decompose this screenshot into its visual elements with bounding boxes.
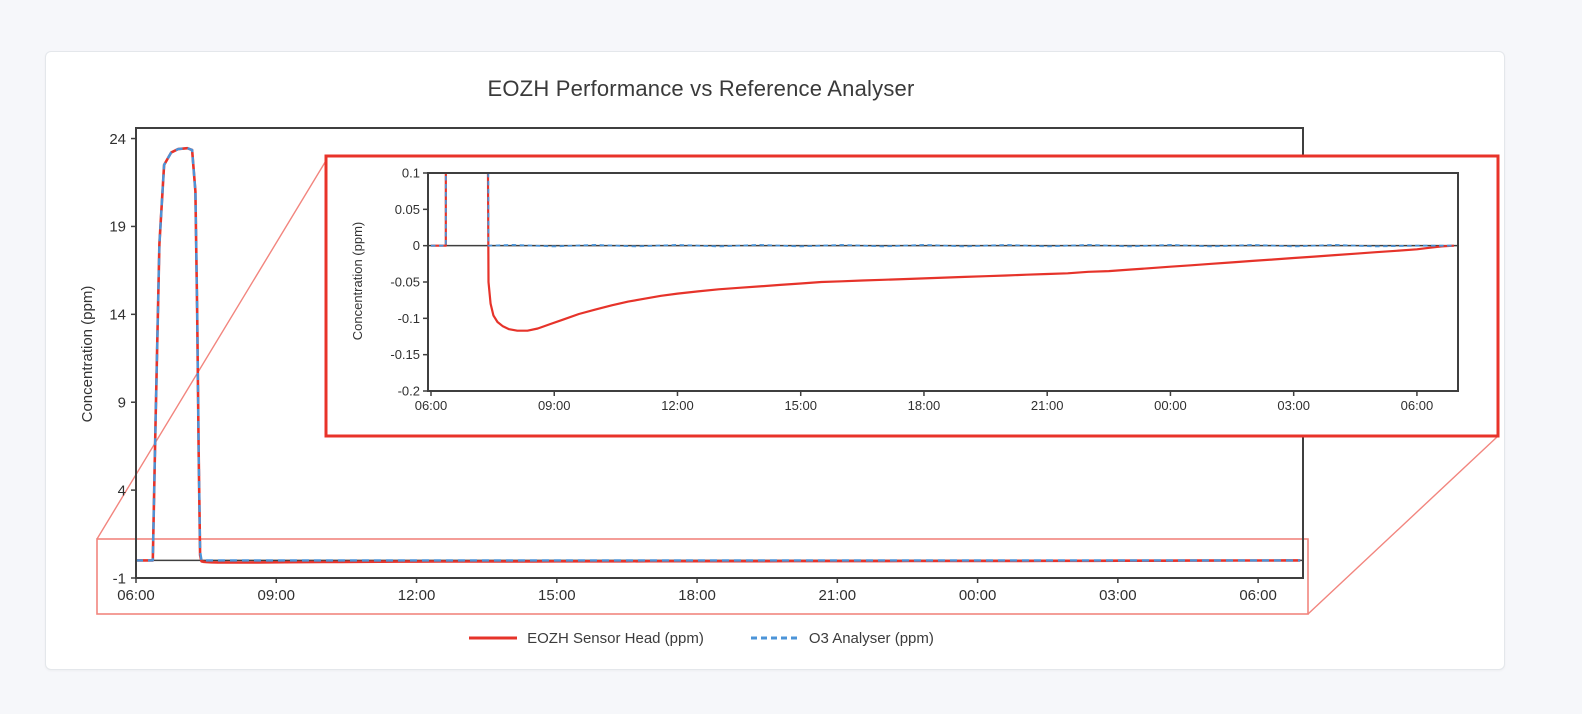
legend-label-o3: O3 Analyser (ppm) [808,629,934,647]
main-x-tick-label: 12:00 [398,587,436,604]
main-series-group [136,146,1301,564]
inset-x-tick-label: 06:00 [415,398,448,413]
red-solid-line-sample [469,636,518,640]
zoom-connector-left [96,158,328,540]
inset-x-tick-label: 12:00 [661,398,694,413]
main-x-tick-label: 21:00 [819,587,857,604]
inset-x-tick-label: 18:00 [908,398,941,413]
inset-series-group [431,173,1454,332]
main-x-tick-label: 09:00 [257,587,295,604]
inset-panel [324,154,1500,438]
legend-item-eozh: EOZH Sensor Head (ppm) [468,630,704,647]
zoom-source-rect [96,538,1309,615]
main-y-tick-label: 4 [118,482,126,499]
inset-y-tick-label: -0.05 [390,275,420,290]
main-x-tick-label: 06:00 [117,587,155,604]
inset-plot-group: 0.10.050-0.05-0.1-0.15-0.206:00 09:00 12:0… [390,166,1459,413]
chart-title: EOZH Performance vs Reference Analyser [487,76,915,101]
main-x-tick-label: 15:00 [538,587,576,604]
main-y-tick-label: -1 [113,570,126,587]
blue-dashed-line-sample [750,636,799,640]
main-y-tick-label: 9 [118,394,126,411]
legend-item-o3: O3 Analyser (ppm) [750,630,934,647]
inset-x-tick-label: 03:00 [1277,398,1310,413]
inset-y-axis-title: Concentration (ppm) [350,221,365,341]
main-y-tick-label: 24 [109,131,126,148]
legend-label-eozh: EOZH Sensor Head (ppm) [527,629,704,647]
inset-series-eozh-sensor [431,173,1454,332]
chart-legend: EOZH Sensor Head (ppm) O3 Analyser (ppm) [46,624,1356,652]
main-y-tick-label: 14 [109,307,126,324]
main-x-tick-label: 00:00 [959,587,997,604]
inset-y-tick-label: -0.1 [398,311,420,326]
figure-card: EOZH Performance vs Reference Analyser C… [45,51,1505,670]
inset-y-tick-label: 0 [413,238,420,253]
main-y-tick-label: 19 [109,219,126,236]
inset-x-tick-label: 21:00 [1031,398,1064,413]
main-x-tick-label: 06:00 [1239,587,1277,604]
inset-y-tick-label: -0.2 [398,384,420,399]
inset-y-tick-label: 0.1 [402,166,420,181]
zoom-connector-right [1307,436,1498,615]
inset-y-tick-label: 0.05 [395,202,420,217]
main-x-tick-label: 18:00 [678,587,716,604]
main-x-tick-label: 03:00 [1099,587,1137,604]
inset-x-tick-label: 15:00 [784,398,817,413]
inset-x-tick-label: 06:00 [1401,398,1434,413]
main-series-o3-analyser [136,147,1301,562]
inset-y-tick-label: -0.15 [390,347,420,362]
inset-x-tick-label: 00:00 [1154,398,1187,413]
inset-x-tick-label: 09:00 [538,398,571,413]
